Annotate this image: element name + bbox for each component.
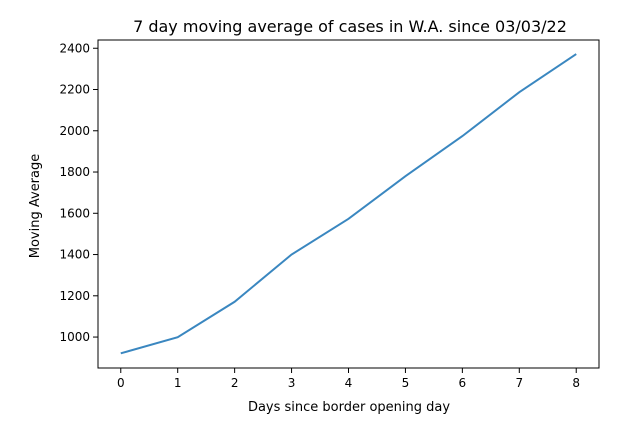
y-tick-label: 1200: [59, 289, 90, 303]
y-axis-label: Moving Average: [28, 154, 43, 258]
x-tick-label: 7: [515, 376, 523, 390]
y-tick-label: 2000: [59, 124, 90, 138]
x-tick-label: 1: [174, 376, 182, 390]
x-axis: 0 1 2 3 4 5 6 7 8: [117, 368, 580, 390]
y-tick-label: 1400: [59, 248, 90, 262]
x-tick-label: 4: [345, 376, 353, 390]
x-tick-label: 5: [402, 376, 410, 390]
y-tick-label: 1000: [59, 330, 90, 344]
x-axis-label: Days since border opening day: [248, 400, 450, 415]
chart-title: 7 day moving average of cases in W.A. si…: [133, 17, 567, 36]
y-tick-label: 1800: [59, 165, 90, 179]
x-tick-label: 6: [459, 376, 467, 390]
series-line: [120, 53, 577, 355]
x-tick-label: 2: [231, 376, 239, 390]
y-tick-label: 1600: [59, 206, 90, 220]
plot-frame: [97, 39, 600, 369]
x-tick-label: 8: [572, 376, 580, 390]
x-tick-label: 3: [288, 376, 296, 390]
x-tick-label: 0: [117, 376, 125, 390]
y-tick-label: 2200: [59, 83, 90, 97]
y-tick-label: 2400: [59, 41, 90, 55]
y-axis: 1000 1200 1400 1600 1800 2000 2200 2400: [59, 41, 98, 344]
